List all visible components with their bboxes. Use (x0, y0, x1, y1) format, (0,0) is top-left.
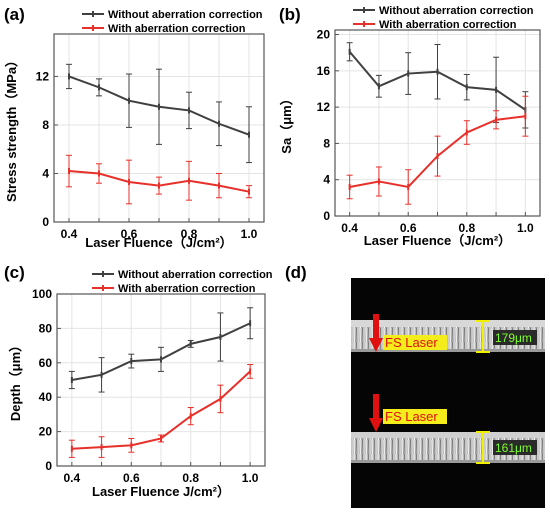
y-tick-label: 12 (36, 69, 50, 83)
x-tick-label: 0.6 (123, 471, 140, 485)
y-tick-label: 100 (32, 287, 52, 301)
y-tick-label: 16 (317, 64, 331, 78)
x-tick-label: 0.4 (341, 221, 358, 235)
y-tick-label: 4 (323, 173, 330, 187)
bottom-laser-label: FS Laser (385, 409, 438, 424)
top-laser-label: FS Laser (385, 335, 438, 350)
y-tick-label: 12 (317, 100, 331, 114)
y-tick-label: 80 (39, 321, 53, 335)
micrograph-panel: (d) FS Laser 179μm FS Laser (275, 258, 550, 512)
x-tick-label: 0.4 (64, 471, 81, 485)
legend-label-with: With aberration correction (379, 19, 517, 31)
x-axis-label: Laser Fluence（J/cm²） (85, 235, 232, 250)
sa-roughness-plot: (b) 0 4 8 12 16 20 0.4 0.6 0.8 1.0 Laser Fluence（J/… (279, 5, 541, 248)
bottom-width-label: 161μm (495, 441, 532, 455)
x-tick-label: 0.8 (181, 227, 198, 241)
legend-label-without: Without aberration correction (379, 5, 534, 17)
bottom-sample-surface (351, 432, 545, 438)
x-tick-label: 0.4 (61, 227, 78, 241)
sa-roughness-chart: (b) 0 4 8 12 16 20 0.4 0.6 0.8 1.0 Laser Fluence（J/… (275, 0, 550, 255)
y-tick-label: 0 (45, 459, 52, 473)
y-tick-label: 40 (39, 390, 53, 404)
panel-label: (a) (4, 5, 25, 24)
depth-chart: (c) 0 20 40 60 80 100 0.4 0.6 0.8 1.0 Laser Fluence… (0, 258, 275, 512)
micrograph-figure: (d) FS Laser 179μm FS Laser (285, 263, 545, 508)
y-axis-label: Sa（μm） (279, 92, 294, 153)
y-tick-label: 8 (42, 118, 49, 132)
x-axis-label: Laser Fluence J/cm²） (92, 484, 230, 499)
stress-strength-chart: (a) 0 4 8 12 0.4 0.6 0.8 1.0 Laser Fluence（J/cm²）… (0, 0, 275, 255)
bottom-laser-arrow-icon (369, 394, 383, 432)
x-tick-label: 0.8 (458, 221, 475, 235)
y-axis-label: Depth（μm） (8, 339, 23, 421)
y-tick-label: 20 (317, 28, 331, 42)
y-tick-label: 4 (42, 166, 49, 180)
top-sample-surface (351, 320, 545, 327)
panel-label: (b) (279, 5, 301, 24)
depth-plot: (c) 0 20 40 60 80 100 0.4 0.6 0.8 1.0 Laser Fluence… (4, 263, 273, 499)
x-tick-label: 0.8 (182, 471, 199, 485)
panel-label-d: (d) (285, 263, 307, 282)
y-tick-label: 8 (323, 136, 330, 150)
top-width-label: 179μm (495, 331, 532, 345)
panel-label: (c) (4, 263, 25, 282)
top-width-bracket-icon (476, 320, 490, 353)
y-tick-label: 60 (39, 356, 53, 370)
y-tick-label: 20 (39, 425, 53, 439)
legend-label-with: With aberration correction (118, 283, 256, 295)
legend-label-without: Without aberration correction (108, 9, 263, 21)
x-tick-label: 1.0 (242, 471, 259, 485)
x-tick-label: 1.0 (517, 221, 534, 235)
x-tick-label: 1.0 (241, 227, 258, 241)
y-tick-label: 0 (323, 209, 330, 223)
top-laser-arrow-icon (369, 314, 383, 352)
x-axis-label: Laser Fluence（J/cm²） (364, 233, 511, 248)
y-tick-label: 0 (42, 215, 49, 229)
bottom-width-bracket-icon (476, 431, 490, 464)
stress-strength-plot: (a) 0 4 8 12 0.4 0.6 0.8 1.0 Laser Fluence（J/cm²）… (4, 5, 265, 250)
x-tick-label: 0.6 (400, 221, 417, 235)
legend-label-with: With aberration correction (108, 23, 246, 35)
x-tick-label: 0.6 (121, 227, 138, 241)
legend-label-without: Without aberration correction (118, 269, 273, 281)
micrograph-background (351, 278, 545, 508)
y-axis-label: Stress strength（MPa） (4, 54, 19, 202)
